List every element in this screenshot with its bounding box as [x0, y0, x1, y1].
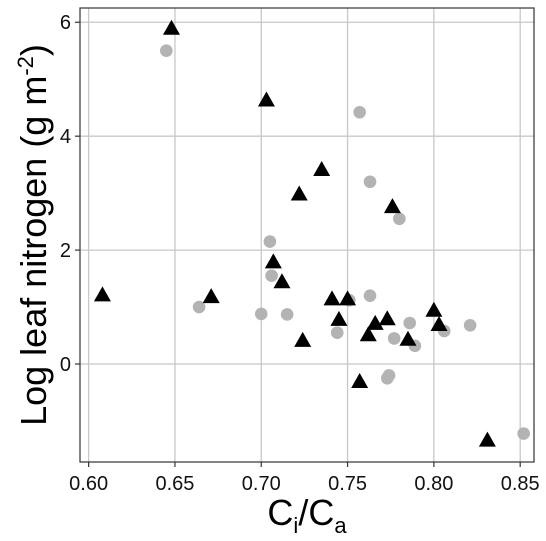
triangle-point	[257, 91, 275, 107]
triangle-point	[425, 301, 443, 317]
y-tick-label: 6	[60, 12, 71, 34]
circle-point	[363, 289, 377, 302]
x-tick-label: 0.85	[501, 473, 540, 495]
circle-point	[263, 235, 277, 248]
circle-point	[387, 332, 401, 345]
circle-point	[463, 318, 477, 332]
triangle-point	[399, 330, 417, 346]
circle-point	[160, 44, 173, 58]
triangle-point	[294, 331, 312, 347]
y-axis-title: Log leaf nitrogen (g m-2)	[13, 44, 54, 426]
x-tick-label: 0.60	[69, 473, 108, 495]
y-axis-ticks: 0 2 4 6	[60, 12, 80, 376]
circle-point	[280, 308, 294, 321]
circle-point	[393, 212, 406, 226]
triangle-point	[383, 198, 401, 214]
triangle-point	[430, 315, 448, 331]
triangle-point	[351, 372, 369, 388]
circle-point	[380, 371, 394, 385]
circle-point	[192, 300, 206, 314]
x-axis-title: Ci/Ca	[267, 492, 347, 538]
triangle-point	[378, 310, 396, 326]
data-points	[93, 19, 530, 447]
x-tick-label: 0.75	[328, 473, 367, 495]
circle-point	[363, 175, 377, 189]
x-tick-label: 0.65	[155, 473, 194, 495]
circle-point	[254, 307, 268, 321]
x-axis-ticks: 0.60 0.65 0.70 0.75 0.80 0.85	[69, 462, 540, 495]
y-tick-label: 2	[60, 240, 71, 262]
circle-point	[265, 269, 278, 283]
circle-point	[330, 326, 344, 339]
triangle-point	[313, 161, 331, 177]
triangle-point	[162, 19, 180, 35]
triangle-point	[478, 431, 496, 447]
plot-frame	[79, 7, 535, 463]
triangle-point	[290, 185, 308, 201]
x-tick-label: 0.80	[414, 473, 453, 495]
triangle-point	[323, 290, 341, 306]
circle-point	[403, 316, 417, 330]
triangle-point	[93, 286, 111, 302]
y-tick-label: 4	[60, 126, 71, 148]
triangle-point	[366, 314, 384, 330]
x-tick-label: 0.70	[242, 473, 281, 495]
y-tick-label: 0	[60, 354, 71, 376]
triangle-point	[273, 273, 291, 289]
triangle-point	[202, 288, 220, 304]
circle-point	[353, 105, 366, 119]
triangle-point	[330, 310, 348, 326]
gridlines	[80, 8, 534, 462]
circle-point	[517, 427, 530, 440]
triangle-point	[264, 253, 282, 269]
triangle-point	[339, 290, 357, 306]
triangle-point	[359, 326, 377, 342]
